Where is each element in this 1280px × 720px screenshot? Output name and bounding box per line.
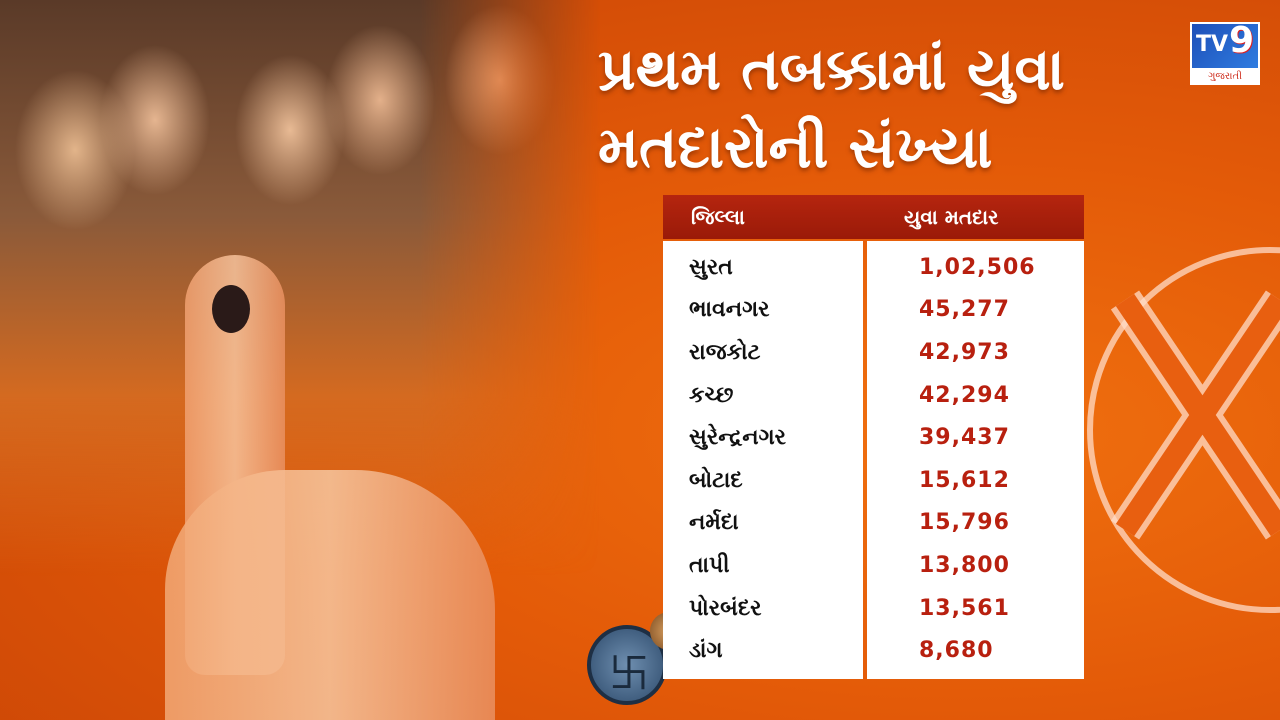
district-cell: ડાંગ [689, 638, 723, 664]
voters-cell: 1,02,506 [919, 254, 1036, 280]
hand-illustration [165, 470, 495, 720]
voters-cell: 8,680 [919, 638, 994, 664]
district-cell: તાપી [689, 552, 730, 578]
district-cell: નર્મદા [689, 510, 739, 536]
voters-cell: 45,277 [919, 297, 1010, 323]
table-header: જિલ્લા યુવા મતદાર [663, 195, 1084, 239]
district-cell: પોરબંદર [689, 595, 762, 621]
table-body: સુરત ભાવનગર રાજકોટ કચ્છ સુરેન્દ્રનગર બોટાદ નર્… [663, 241, 1084, 679]
title-line-2: મતદારોની સંખ્યા [598, 113, 993, 181]
voters-cell: 15,796 [919, 510, 1010, 536]
header-district: જિલ્લા [691, 205, 745, 229]
voters-cell: 13,561 [919, 595, 1010, 621]
logo-subtitle: ગુજરાતી [1208, 71, 1242, 82]
voters-cell: 42,973 [919, 339, 1010, 365]
district-column: સુરત ભાવનગર રાજકોટ કચ્છ સુરેન્દ્રનગર બોટાદ નર્… [663, 241, 863, 679]
ink-mark [212, 285, 250, 333]
district-cell: રાજકોટ [689, 339, 761, 365]
tv9-gujarati-logo: TV 9 ગુજરાતી [1190, 20, 1260, 85]
ballot-cross-icon [1087, 247, 1280, 613]
voters-column: 1,02,506 45,277 42,973 42,294 39,437 15,612 15… [867, 241, 1084, 679]
page-title: પ્રથમ તબક્કામાં યુવા મતદારોની સંખ્યા [598, 30, 1158, 186]
title-line-1: પ્રથમ તબક્કામાં યુવા [598, 35, 1065, 103]
young-voters-table: જિલ્લા યુવા મતદાર સુરત ભાવનગર રાજકોટ કચ્છ સુ… [663, 195, 1084, 679]
logo-number: 9 [1228, 20, 1254, 61]
voters-cell: 42,294 [919, 382, 1010, 408]
district-cell: ભાવનગર [689, 297, 770, 323]
header-young-voters: યુવા મતદાર [904, 205, 999, 229]
voters-cell: 39,437 [919, 425, 1010, 451]
district-cell: સુરેન્દ્રનગર [689, 425, 787, 451]
district-cell: કચ્છ [689, 382, 734, 408]
logo-brand: TV [1196, 32, 1229, 57]
voters-cell: 15,612 [919, 467, 1010, 493]
voting-stamp-icon: 卐 [587, 625, 667, 705]
district-cell: બોટાદ [689, 467, 743, 493]
district-cell: સુરત [689, 254, 733, 280]
voters-cell: 13,800 [919, 552, 1010, 578]
